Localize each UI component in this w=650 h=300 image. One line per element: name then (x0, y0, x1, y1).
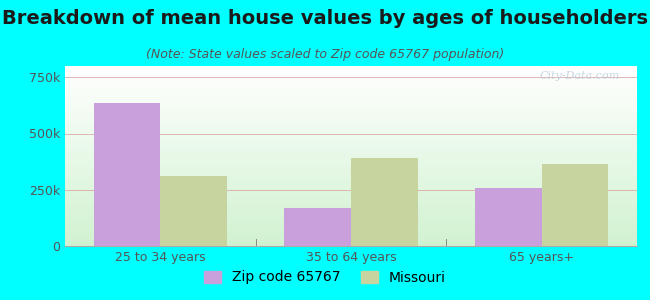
Bar (94, 103, 161, 246)
Bar (475, 188, 541, 246)
Text: City-Data.com: City-Data.com (540, 71, 620, 81)
Text: Breakdown of mean house values by ages of householders: Breakdown of mean house values by ages o… (2, 9, 648, 28)
Bar (541, 164, 608, 246)
Bar (161, 176, 227, 246)
Legend: Zip code 65767, Missouri: Zip code 65767, Missouri (198, 265, 452, 290)
Bar (351, 158, 418, 246)
Text: (Note: State values scaled to Zip code 65767 population): (Note: State values scaled to Zip code 6… (146, 48, 504, 61)
Bar (284, 208, 351, 246)
